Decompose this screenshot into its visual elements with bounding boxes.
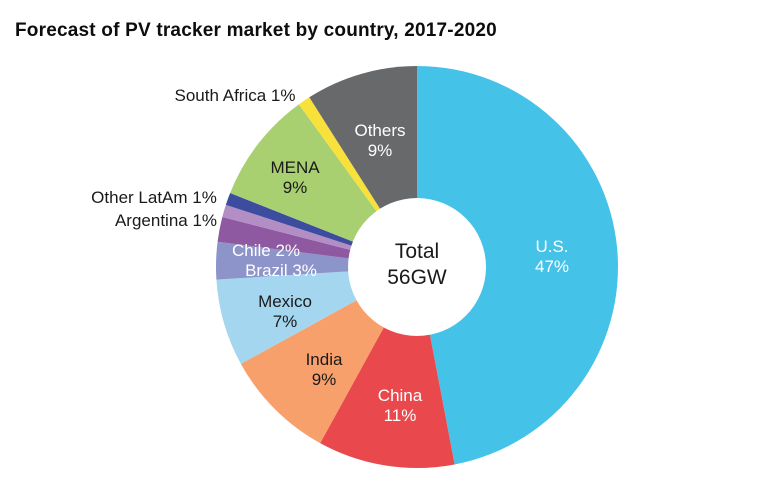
- center-total-line2: 56GW: [387, 266, 447, 289]
- center-total-line1: Total: [394, 240, 440, 263]
- slice-brazil: [216, 241, 417, 280]
- center-total-label: Total 56GW: [387, 239, 447, 291]
- slice-us: [417, 66, 618, 465]
- chart-title: Forecast of PV tracker market by country…: [15, 20, 497, 41]
- donut-hole: [348, 198, 486, 336]
